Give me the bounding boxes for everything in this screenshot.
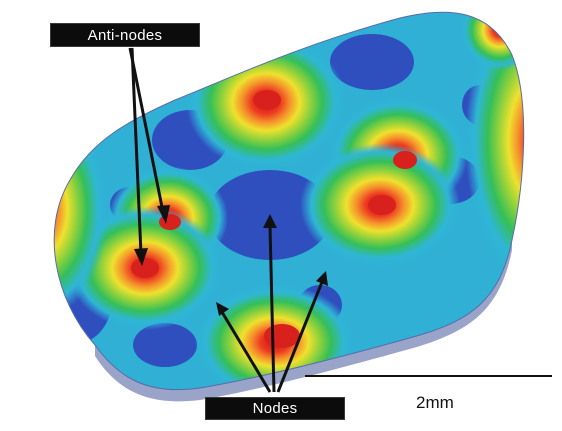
node-arrows xyxy=(216,214,328,393)
antinode-peak xyxy=(131,258,159,278)
node-arrowhead xyxy=(216,302,229,316)
antinode-arrowhead xyxy=(134,248,148,266)
node-region xyxy=(330,34,414,90)
antinode-arrows xyxy=(128,47,170,266)
antinode-peak xyxy=(368,195,396,215)
node-region xyxy=(133,323,197,367)
node-arrow-line xyxy=(220,311,272,393)
plate-side-edge xyxy=(95,240,512,402)
antinodes-label: Anti-nodes xyxy=(50,23,200,47)
antinode-arrow-line xyxy=(128,47,165,213)
antinode-arrow-line xyxy=(130,47,143,255)
node-arrowhead xyxy=(316,271,328,286)
antinode-peak xyxy=(393,151,417,169)
antinode-peak xyxy=(253,90,281,110)
node-arrowhead xyxy=(263,214,277,228)
antinode-peak xyxy=(264,324,300,348)
node-arrow-line xyxy=(268,225,276,393)
plate-thickness xyxy=(95,240,512,402)
node-arrow-line xyxy=(276,281,324,393)
plate-outline xyxy=(53,11,525,391)
nodes-label: Nodes xyxy=(205,397,345,420)
scale-bar-label: 2mm xyxy=(416,393,454,412)
antinode-arrowhead xyxy=(157,205,170,224)
